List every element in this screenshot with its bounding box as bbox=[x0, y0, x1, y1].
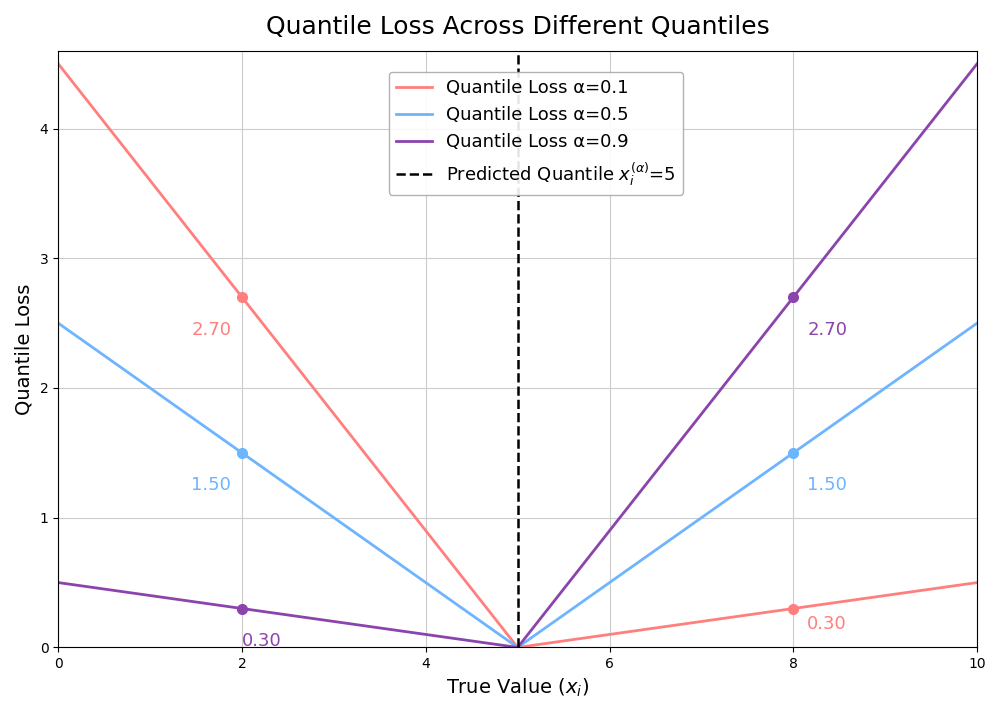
Quantile Loss α=0.5 bbox=[786, 449, 798, 458]
Quantile Loss α=0.9 bbox=[786, 294, 798, 303]
Quantile Loss α=0.9 bbox=[971, 59, 983, 68]
Quantile Loss α=0.9 bbox=[146, 591, 158, 600]
Quantile Loss α=0.5 bbox=[512, 643, 524, 651]
Line: Quantile Loss α=0.9: Quantile Loss α=0.9 bbox=[58, 64, 977, 648]
Quantile Loss α=0.1 bbox=[971, 578, 983, 587]
Line: Quantile Loss α=0.5: Quantile Loss α=0.5 bbox=[58, 323, 977, 647]
Quantile Loss α=0.1 bbox=[423, 531, 435, 540]
Quantile Loss α=0.1 bbox=[513, 643, 525, 652]
Quantile Loss α=0.5 bbox=[971, 319, 983, 328]
Quantile Loss α=0.1 bbox=[146, 178, 158, 187]
Legend: Quantile Loss α=0.1, Quantile Loss α=0.5, Quantile Loss α=0.9, Predicted Quantil: Quantile Loss α=0.1, Quantile Loss α=0.5… bbox=[388, 71, 684, 195]
Quantile Loss α=0.5 bbox=[52, 319, 64, 328]
Predicted Quantile $x_i^{(\alpha)}$=5 bbox=[512, 643, 524, 652]
Text: 1.50: 1.50 bbox=[191, 476, 231, 494]
Text: 2.70: 2.70 bbox=[807, 321, 847, 338]
Quantile Loss α=0.5 bbox=[684, 521, 696, 530]
Line: Quantile Loss α=0.1: Quantile Loss α=0.1 bbox=[58, 64, 977, 648]
X-axis label: True Value ($x_i$): True Value ($x_i$) bbox=[446, 677, 590, 699]
Text: 0.30: 0.30 bbox=[242, 632, 281, 650]
Text: 0.30: 0.30 bbox=[807, 615, 847, 633]
Predicted Quantile $x_i^{(\alpha)}$=5 bbox=[512, 513, 524, 522]
Quantile Loss α=0.9 bbox=[423, 630, 435, 639]
Text: 1.50: 1.50 bbox=[807, 476, 847, 494]
Quantile Loss α=0.1 bbox=[456, 573, 468, 582]
Quantile Loss α=0.9 bbox=[512, 643, 524, 652]
Text: 2.70: 2.70 bbox=[191, 321, 231, 338]
Title: Quantile Loss Across Different Quantiles: Quantile Loss Across Different Quantiles bbox=[266, 15, 770, 39]
Y-axis label: Quantile Loss: Quantile Loss bbox=[15, 283, 34, 415]
Quantile Loss α=0.1 bbox=[770, 607, 782, 615]
Quantile Loss α=0.5 bbox=[423, 581, 435, 590]
Quantile Loss α=0.9 bbox=[770, 316, 782, 324]
Quantile Loss α=0.5 bbox=[456, 605, 468, 613]
Quantile Loss α=0.9 bbox=[52, 578, 64, 587]
Quantile Loss α=0.1 bbox=[684, 619, 696, 628]
Quantile Loss α=0.9 bbox=[684, 424, 696, 433]
Quantile Loss α=0.5 bbox=[146, 385, 158, 393]
Quantile Loss α=0.5 bbox=[770, 461, 782, 470]
Quantile Loss α=0.1 bbox=[52, 59, 64, 68]
Quantile Loss α=0.1 bbox=[786, 604, 798, 613]
Quantile Loss α=0.9 bbox=[456, 635, 468, 644]
